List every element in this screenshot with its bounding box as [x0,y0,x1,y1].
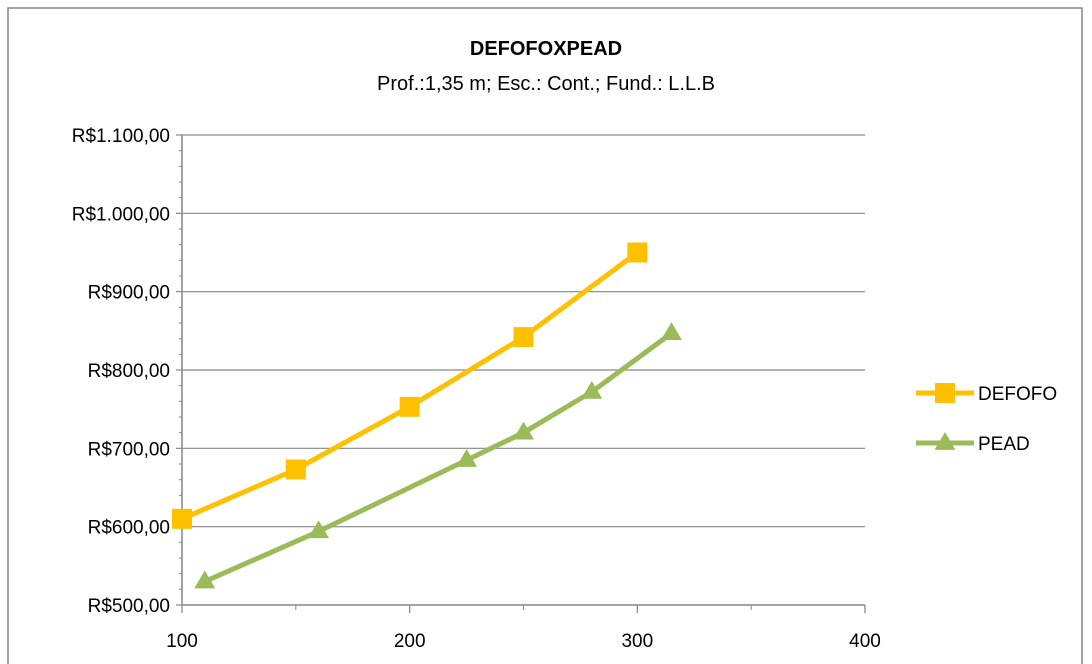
x-tick-label-200: 200 [394,631,426,652]
y-tick-label-600: R$600,00 [88,518,170,539]
y-tick-label-1000: R$1.000,00 [72,204,170,225]
data-point-defofo-200 [399,396,420,417]
data-point-defofo-100 [172,508,192,529]
data-point-pead-280 [581,380,603,399]
data-point-pead-250 [513,421,534,440]
x-tick-label-400: 400 [849,631,881,652]
y-tick-label-1100: R$1.100,00 [72,126,170,147]
x-tick-label-300: 300 [621,631,653,652]
data-point-pead-225 [456,449,478,467]
data-point-pead-160 [308,520,330,539]
y-tick-label-900: R$900,00 [88,283,170,304]
y-tick-label-700: R$700,00 [88,439,170,460]
data-point-pead-110 [194,570,216,589]
legend-label-pead: PEAD [978,434,1030,455]
chart-border [7,7,1083,664]
data-point-defofo-150 [285,459,306,480]
x-tick-label-100: 100 [166,631,198,652]
data-point-defofo-300 [627,242,648,263]
legend-marker-defofo [935,383,955,403]
legend: DEFOFO PEAD [916,383,1057,455]
legend-marker-pead [934,432,956,450]
gridlines [182,134,865,528]
legend-label-defofo: DEFOFO [978,384,1057,405]
data-point-pead-315 [661,322,682,341]
chart-subtitle: Prof.:1,35 m; Esc.: Cont.; Fund.: L.L.B [377,73,715,95]
series-layer [172,242,682,589]
chart-title: DEFOFOXPEAD [470,38,622,60]
data-point-defofo-250 [513,327,534,348]
series-line-pead [202,330,674,584]
y-tick-label-800: R$800,00 [88,361,170,382]
y-tick-label-500: R$500,00 [88,596,170,617]
